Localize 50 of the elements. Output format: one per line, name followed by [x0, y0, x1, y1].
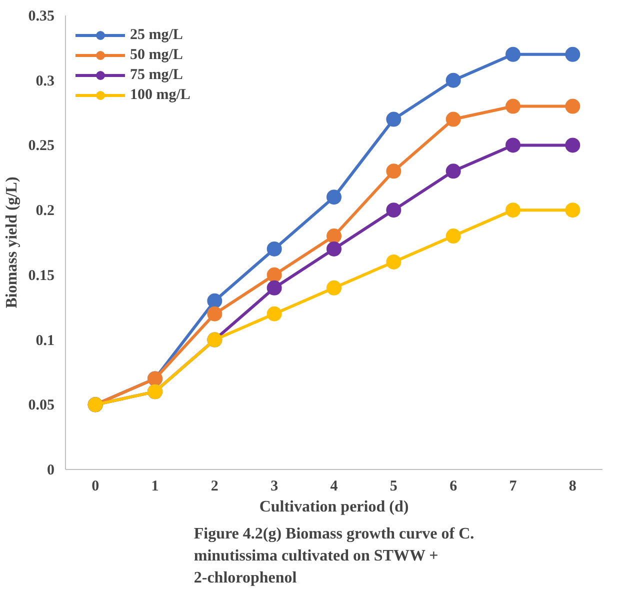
y-tick-label: 0 [47, 462, 54, 478]
point [386, 112, 402, 127]
x-tick-label: 6 [450, 478, 458, 494]
point [565, 98, 580, 114]
point [506, 98, 520, 114]
x-tick-label: 5 [390, 478, 398, 494]
point [446, 112, 461, 127]
point [266, 280, 282, 296]
point [326, 228, 342, 244]
x-tick-label: 2 [210, 478, 218, 494]
y-tick-label: 0.3 [36, 73, 54, 90]
y-axis-title: Biomass yield (g/L) [3, 176, 20, 308]
point [266, 306, 282, 322]
point [565, 202, 580, 218]
point [386, 202, 402, 218]
x-tick-label: 3 [270, 478, 278, 494]
point [506, 46, 520, 62]
caption: Figure 4.2(g) Biomass growth curve of C. minutissima cultivated on STWW + 2-chlorophenol [194, 525, 474, 586]
x-tick-label: 8 [568, 478, 576, 494]
x-tick-label: 7 [509, 478, 518, 494]
x-tick-label: 4 [330, 478, 338, 494]
x-tick-label: 0 [92, 478, 100, 494]
x-tick-label: 1 [151, 478, 159, 494]
point [446, 164, 461, 179]
point [506, 202, 520, 218]
y-tick-label: 0.2 [36, 203, 54, 220]
legend-label: 100 mg/L [130, 86, 190, 104]
x-axis-title: Cultivation period (d) [259, 498, 409, 516]
y-tick-label: 0.1 [36, 332, 54, 349]
legend-label: 25 mg/L [130, 26, 183, 44]
point [326, 280, 342, 296]
legend-label: 75 mg/L [130, 66, 183, 84]
point [446, 72, 461, 88]
y-tick-label: 0.25 [28, 138, 54, 154]
point [207, 293, 222, 308]
point [386, 254, 402, 270]
y-tick-label: 0.15 [28, 268, 54, 284]
point [326, 242, 342, 256]
point [266, 267, 282, 282]
y-tick-label: 0.35 [28, 8, 54, 24]
point [266, 242, 282, 256]
point [506, 138, 520, 153]
point [207, 306, 222, 322]
point [386, 164, 402, 179]
point [565, 138, 580, 153]
point [565, 46, 580, 62]
legend-label: 50 mg/L [130, 46, 183, 64]
y-tick-label: 0.05 [28, 398, 54, 414]
point [326, 190, 342, 205]
point [446, 228, 461, 244]
